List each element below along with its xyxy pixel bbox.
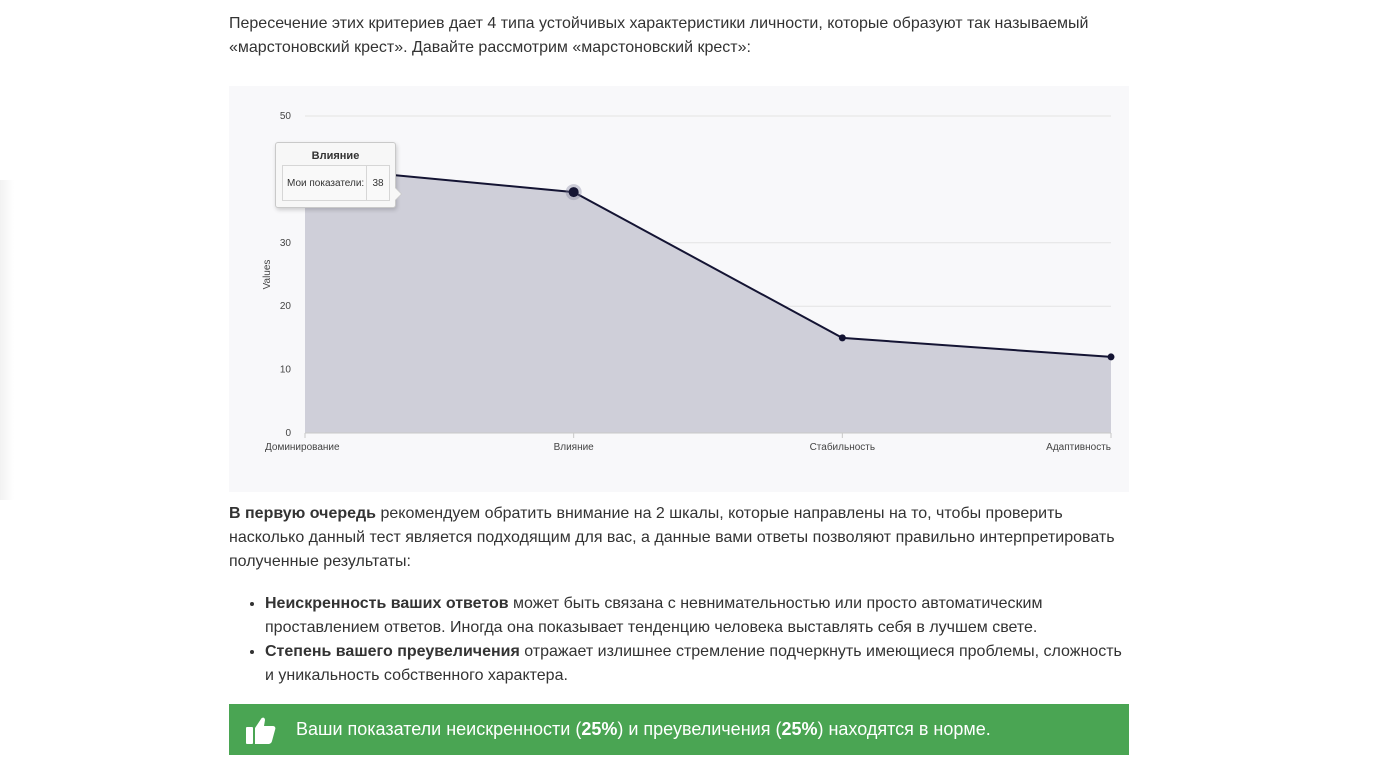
series-line [304, 165, 1112, 358]
y-axis-label: Values [262, 260, 273, 290]
recommendation-lead-bold: В первую очередь [229, 505, 377, 522]
tooltip-title: Влияние [311, 150, 360, 162]
scales-list: Неискренность ваших ответов может быть с… [229, 592, 1129, 688]
exaggeration-value: 25% [781, 719, 818, 739]
list-item-bold: Степень вашего преувеличения [265, 643, 520, 660]
y-tick-label: 20 [280, 301, 292, 312]
intro-block: Пересечение этих критериев дает 4 типа у… [229, 12, 1129, 60]
x-tick-label: Влияние [554, 442, 595, 453]
result-text-2: ) и преувеличения ( [617, 719, 782, 739]
list-item: Степень вашего преувеличения отражает из… [265, 640, 1129, 688]
tooltip-series-label: Мои показатели: [287, 177, 365, 189]
result-text-3: ) находятся в норме. [817, 719, 991, 739]
tooltip-value: 38 [366, 166, 389, 200]
thumbs-up-icon [246, 717, 276, 744]
series-area [305, 166, 1111, 433]
recommendation-lead-text: рекомендуем обратить внимание на 2 шкалы… [229, 505, 1115, 570]
recommendation-paragraph: В первую очередь рекомендуем обратить вн… [229, 502, 1129, 574]
list-item-bold: Неискренность ваших ответов [265, 595, 509, 612]
page-edge-shadow [0, 180, 14, 500]
insincerity-value: 25% [581, 719, 618, 739]
result-message: Ваши показатели неискренности (25%) и пр… [296, 719, 991, 740]
list-item-text: может быть связана с невнимательностью и… [265, 595, 1043, 636]
y-tick-label: 0 [285, 428, 291, 439]
recommendation-block: В первую очередь рекомендуем обратить вн… [229, 502, 1129, 688]
data-point [568, 187, 579, 198]
x-tick-label: Адаптивность [1046, 442, 1111, 453]
area-chart: 0 10 20 30 50 Values Доминирование Влияние Стаби… [229, 86, 1129, 492]
result-text-1: Ваши показатели неискренности ( [296, 719, 582, 739]
data-point [838, 334, 846, 342]
list-item: Неискренность ваших ответов может быть с… [265, 592, 1129, 640]
data-point [1107, 353, 1115, 361]
chart-svg: 0 10 20 30 50 Values Доминирование Влияние Стаби… [262, 111, 1115, 453]
chart-tooltip: Влияние Мои показатели: 38 [275, 142, 402, 208]
tooltip-arrow-inner [395, 188, 401, 200]
x-tick-label: Стабильность [810, 441, 875, 453]
list-item-text: отражает излишнее стремление подчеркнуть… [265, 643, 1122, 684]
intro-paragraph: Пересечение этих критериев дает 4 типа у… [229, 15, 1089, 56]
result-banner: Ваши показатели неискренности (25%) и пр… [229, 704, 1129, 755]
x-tick-label: Доминирование [265, 442, 340, 453]
y-tick-label: 30 [280, 238, 292, 249]
y-tick-label: 10 [280, 365, 292, 376]
tooltip-row: Мои показатели: 38 [282, 165, 390, 201]
y-tick-label: 50 [280, 111, 292, 122]
